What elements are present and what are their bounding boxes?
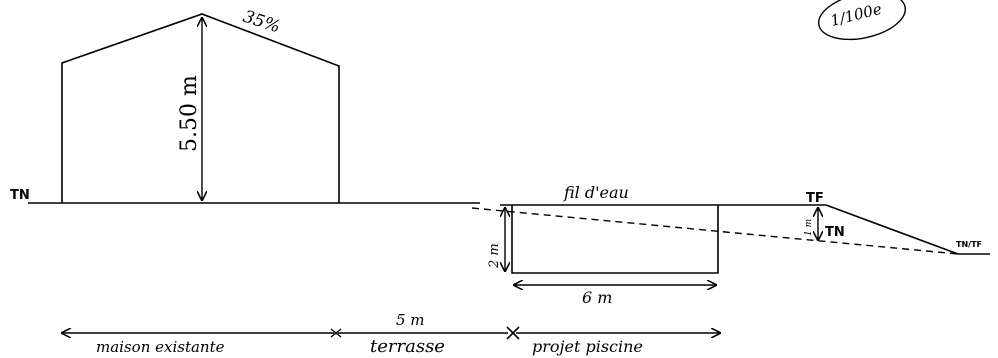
house-outline [61,13,340,203]
water-line-label: fil d'eau [563,183,629,202]
tn-right-label: TN [825,225,845,240]
tick-mark-left [330,328,342,338]
tf-slope-line [825,204,959,255]
scale-label: 1/100e [829,0,884,30]
tf-label: TF [806,191,824,206]
projet-piscine-label: projet piscine [532,337,643,356]
terrace-width-label: 5 m [396,311,425,329]
natural-terrain-dashed-line [471,207,959,255]
house-height-label: 5.50 m [177,75,202,152]
pool-length-label: 6 m [582,288,612,307]
one-meter-label: 1 m [804,219,814,236]
tn-tf-label: TN/TF [956,240,982,249]
terrasse-label: terrasse [370,336,445,357]
tn-left-label: TN [10,188,30,203]
maison-existante-label: maison existante [96,338,225,356]
roof-slope-label: 35% [240,7,282,38]
pool-outline [511,205,719,274]
pool-depth-label: 2 m [487,243,502,269]
tick-mark-right [506,326,520,340]
scale-ellipse [818,0,906,41]
